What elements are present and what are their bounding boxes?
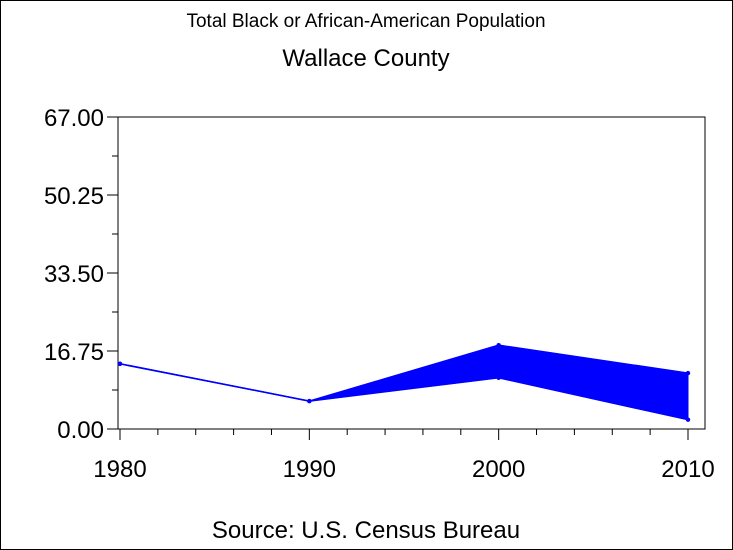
data-point-upper — [685, 370, 691, 376]
y-tick-label: 67.00 — [44, 105, 104, 132]
y-tick-label: 33.50 — [44, 261, 104, 288]
range-band — [119, 344, 689, 421]
y-tick-label: 50.25 — [44, 183, 104, 210]
x-tick-label: 1980 — [93, 456, 146, 483]
y-tick-label: 0.00 — [57, 417, 104, 444]
data-point-lower — [307, 398, 312, 404]
series-line-lower — [119, 363, 689, 421]
x-tick-label: 1990 — [283, 456, 336, 483]
data-point-lower — [685, 417, 691, 422]
data-point-lower — [496, 375, 501, 380]
data-point-lower — [117, 361, 123, 367]
x-tick-label: 2010 — [661, 456, 714, 483]
x-tick-label: 2000 — [472, 456, 525, 483]
y-tick-label: 16.75 — [44, 339, 104, 366]
chart-title: Total Black or African-American Populati… — [186, 11, 545, 32]
chart-subtitle: Wallace County — [282, 45, 449, 72]
data-point-upper — [496, 342, 501, 348]
chart-footnote: Source: U.S. Census Bureau — [212, 517, 520, 544]
